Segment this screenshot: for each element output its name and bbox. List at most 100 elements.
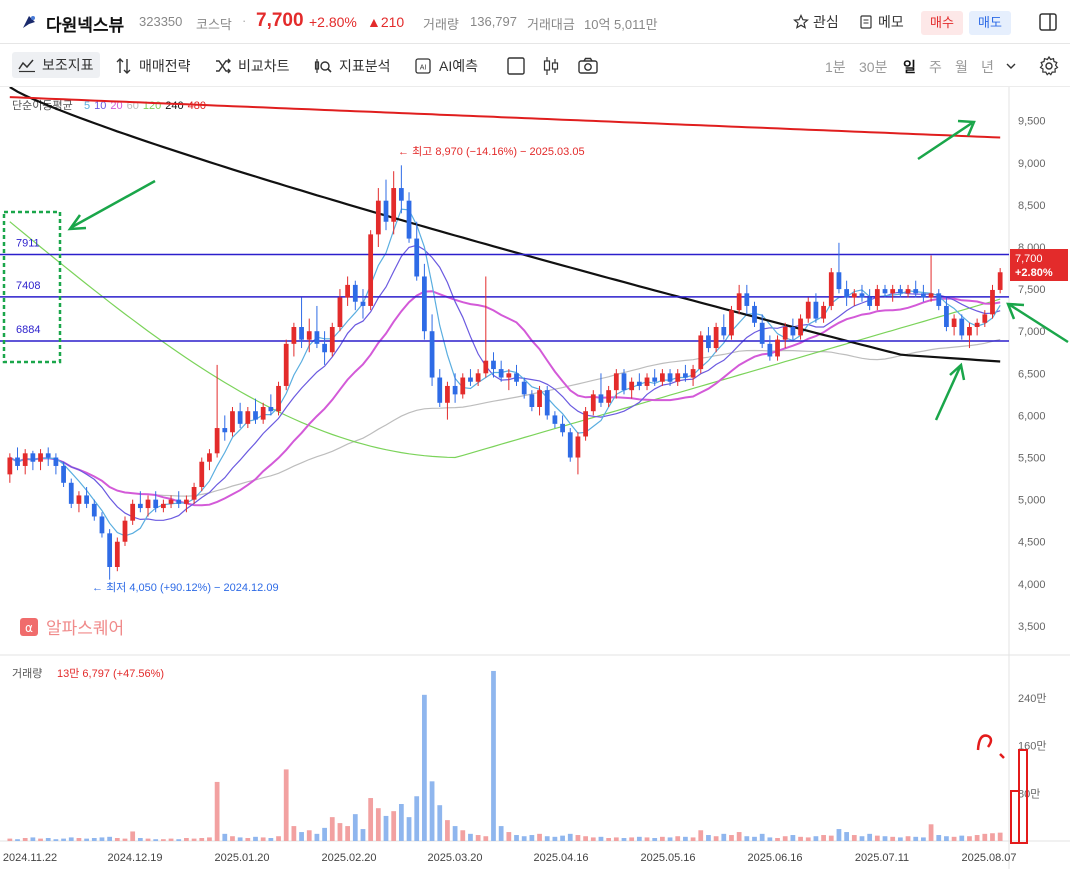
period-day[interactable]: 일	[903, 59, 916, 75]
volume-bar	[821, 835, 826, 841]
candle-body	[936, 293, 942, 306]
ai-predict-button[interactable]: AI AI예측	[413, 56, 478, 76]
buy-button[interactable]: 매수	[921, 11, 963, 35]
chevron-down-icon[interactable]	[1005, 61, 1017, 71]
candle-body	[798, 318, 803, 336]
compare-button[interactable]: 비교차트	[214, 56, 290, 76]
side-panel-icon[interactable]	[1038, 12, 1058, 32]
volume-bar	[352, 814, 358, 841]
candle-body	[168, 499, 174, 504]
volume-bar	[997, 832, 1003, 841]
volume-bar	[913, 836, 919, 841]
candle-body	[245, 411, 251, 424]
y-tick-label: 7,000	[1018, 326, 1046, 338]
candle-body	[990, 289, 995, 315]
volume-bar	[68, 837, 74, 841]
candle-body	[813, 301, 819, 319]
camera-icon[interactable]	[577, 56, 599, 76]
volume-bar	[398, 804, 404, 841]
moving-averages	[9, 87, 1001, 537]
last-pct-label: +2.80%	[1015, 267, 1053, 279]
candle-body	[744, 293, 750, 306]
volume-bar	[122, 838, 128, 841]
candle-body	[775, 339, 780, 357]
volume-bar	[621, 838, 627, 841]
period-30min[interactable]: 30분	[859, 59, 888, 75]
candle-body	[268, 407, 274, 412]
volume-bar	[383, 815, 389, 841]
candle-body	[352, 284, 358, 302]
candle-body	[130, 503, 136, 521]
period-week[interactable]: 주	[929, 59, 942, 75]
candle-body	[99, 516, 105, 534]
candle-body	[260, 407, 266, 420]
volume-bar	[859, 836, 865, 841]
volume-bar	[782, 836, 788, 841]
candle-body	[368, 234, 374, 306]
y-axis: 9,5009,0008,5008,0007,5007,0006,5006,000…	[1018, 116, 1046, 633]
green-arrow	[1006, 302, 1069, 344]
strategy-button[interactable]: 매매전략	[115, 56, 191, 76]
candle-body	[706, 335, 711, 349]
candle-body	[391, 188, 397, 222]
candle-body	[729, 310, 734, 336]
chart-toolbar: 보조지표 매매전략 비교차트 지표분석 AI AI예측 1분 30분 일 주 월…	[0, 45, 1070, 87]
sell-button[interactable]: 매도	[969, 11, 1011, 35]
volume-bar	[422, 694, 427, 841]
candle-body	[736, 293, 742, 311]
high-annotation: ← 최고 8,970 (−14.16%) − 2025.03.05	[398, 145, 585, 158]
candle-body	[805, 301, 811, 319]
volume-panel-value: 13만 6,797 (+47.56%)	[57, 667, 164, 680]
period-month[interactable]: 월	[955, 59, 968, 75]
horizontal-lines	[0, 253, 1009, 342]
volume-bar	[798, 836, 803, 841]
volume-bar	[698, 830, 704, 841]
strategy-label: 매매전략	[139, 58, 191, 74]
period-1min[interactable]: 1분	[825, 59, 846, 75]
candle-body	[30, 453, 36, 462]
last-price-label: 7,700	[1015, 253, 1043, 265]
y-tick-label: 7,500	[1018, 284, 1046, 296]
x-tick-label: 2025.03.20	[427, 852, 482, 864]
candle-type-icon[interactable]	[541, 55, 561, 77]
candle-body	[7, 457, 13, 475]
candle-body	[567, 432, 573, 458]
ai-predict-label: AI예측	[439, 58, 478, 74]
price-chart[interactable]: 단순이동평균 5 10 20 60 120 240 480 9,5009,0008,5008…	[0, 87, 1070, 869]
volume-bar	[613, 837, 619, 841]
indicators-button[interactable]: 보조지표	[12, 52, 100, 78]
watch-button[interactable]: 관심	[793, 12, 839, 32]
analysis-label: 지표분석	[339, 58, 391, 74]
volume-tick-label: 80만	[1018, 787, 1040, 800]
stock-name[interactable]: 다원넥스뷰	[46, 16, 125, 35]
ma-legend-label: 단순이동평균	[12, 99, 73, 112]
gear-icon[interactable]	[1038, 55, 1060, 77]
ma-legend-period: 10	[94, 100, 106, 112]
candle-body	[713, 327, 719, 349]
candle-body	[345, 284, 351, 298]
candle-body	[698, 335, 704, 370]
y-tick-label: 5,500	[1018, 453, 1046, 465]
last-price-tag: 7,700 +2.80%	[1010, 249, 1068, 281]
volume-bar	[191, 838, 197, 841]
green-arrow	[934, 362, 966, 421]
candle-body	[276, 385, 281, 412]
period-year[interactable]: 년	[981, 59, 994, 75]
volume-bar	[153, 839, 159, 841]
ma-legend-period: 240	[165, 100, 183, 112]
volume-bar	[744, 836, 750, 841]
layout-square-icon[interactable]	[506, 56, 526, 76]
volume-bar	[560, 835, 565, 841]
candle-body	[468, 377, 473, 382]
candle-body	[237, 411, 243, 424]
x-tick-label: 2025.04.16	[533, 852, 588, 864]
analysis-icon	[314, 59, 332, 73]
memo-button[interactable]: 메모	[858, 12, 904, 32]
candle-body	[498, 369, 504, 378]
amount-value: 10억 5,011만	[584, 17, 658, 32]
volume-bar	[882, 836, 888, 841]
volume-bar	[921, 837, 926, 841]
volume-bar	[237, 837, 243, 841]
analysis-button[interactable]: 지표분석	[313, 56, 391, 76]
